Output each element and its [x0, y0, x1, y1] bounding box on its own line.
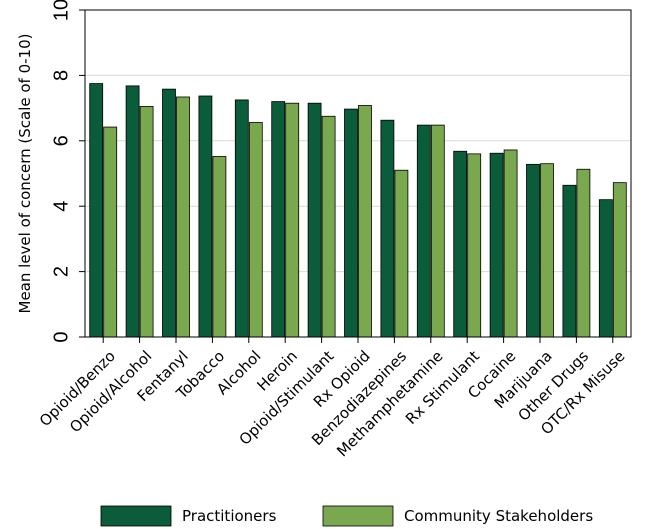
bar-practitioners [234, 99, 249, 338]
y-tick-label: 0 [50, 331, 72, 342]
bar-community-stakeholders [176, 96, 190, 338]
y-tick-label: 6 [50, 135, 72, 146]
bar-practitioners [307, 102, 322, 338]
legend: Practitioners Community Stakeholders [100, 505, 593, 527]
bar-community-stakeholders [139, 106, 154, 338]
bar-community-stakeholders [394, 169, 409, 338]
gridlines [85, 74, 631, 273]
bars [89, 83, 627, 338]
bar-practitioners [416, 124, 431, 338]
bar-practitioners [598, 199, 613, 338]
legend-swatch [100, 505, 172, 527]
bar-practitioners [198, 95, 213, 338]
bar-community-stakeholders [503, 149, 518, 338]
bar-practitioners [344, 108, 358, 338]
bar-community-stakeholders [467, 153, 482, 338]
y-axis-label: Mean level of concern (Scale of 0-10) [16, 34, 34, 314]
x-axis: Opioid/BenzoOpioid/AlcoholFentanylTobacc… [36, 337, 629, 460]
bar-practitioners [125, 85, 140, 338]
y-tick-label: 4 [50, 201, 72, 212]
bar-practitioners [526, 163, 540, 338]
bar-practitioners [271, 101, 286, 338]
legend-label: Community Stakeholders [404, 507, 593, 525]
bar-community-stakeholders [103, 126, 118, 338]
bar-practitioners [489, 152, 504, 338]
bar-community-stakeholders [576, 168, 591, 338]
bar-practitioners [453, 150, 468, 338]
y-tick-label: 10 [50, 0, 72, 21]
bar-community-stakeholders [612, 182, 627, 338]
bar-practitioners [162, 88, 176, 338]
bar-practitioners [380, 119, 395, 338]
bar-community-stakeholders [285, 102, 300, 338]
bar-practitioners [562, 184, 577, 338]
bar-community-stakeholders [212, 156, 227, 338]
bar-community-stakeholders [321, 115, 336, 338]
y-tick-label: 2 [50, 266, 72, 277]
y-tick-label: 8 [50, 70, 72, 81]
y-axis: 0 2 4 6 8 10 [50, 0, 85, 343]
bar-community-stakeholders [430, 124, 445, 338]
bar-community-stakeholders [248, 122, 263, 338]
legend-swatch [322, 505, 394, 527]
legend-label: Practitioners [182, 507, 277, 525]
bar-practitioners [89, 83, 104, 338]
bar-community-stakeholders [540, 163, 554, 338]
bar-community-stakeholders [358, 105, 372, 338]
